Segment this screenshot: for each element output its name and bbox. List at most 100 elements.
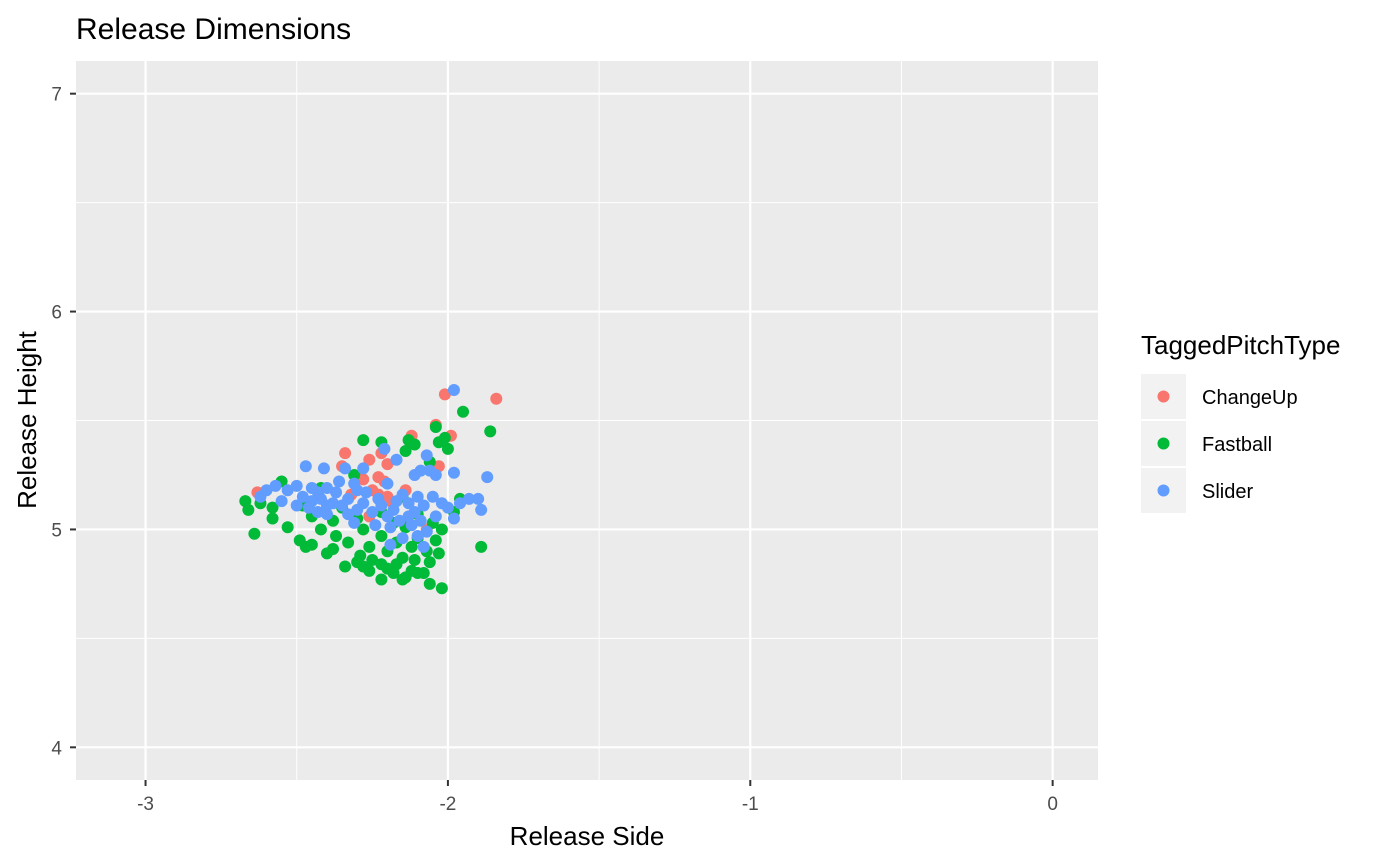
point-fastball — [375, 529, 388, 542]
data-points — [239, 383, 503, 595]
point-slider — [330, 486, 343, 499]
x-tick-label: -3 — [137, 794, 154, 815]
point-slider — [390, 453, 403, 466]
x-axis: -3 -2 -1 0 — [137, 780, 1058, 815]
point-slider — [339, 462, 352, 475]
point-slider — [254, 490, 267, 503]
point-fastball — [242, 503, 255, 516]
point-slider — [447, 512, 460, 525]
point-slider — [296, 490, 309, 503]
point-fastball — [432, 547, 445, 560]
legend-label-slider: Slider — [1202, 481, 1253, 503]
point-fastball — [266, 501, 279, 514]
point-fastball — [281, 521, 294, 534]
point-fastball — [363, 540, 376, 553]
legend-title: TaggedPitchType — [1141, 330, 1340, 360]
point-fastball — [366, 553, 379, 566]
y-axis-title: Release Height — [12, 330, 42, 509]
y-tick-label: 7 — [51, 85, 62, 106]
y-axis: 4 5 6 7 — [51, 85, 76, 759]
point-slider — [357, 462, 370, 475]
point-slider — [396, 532, 409, 545]
legend-label-fastball: Fastball — [1202, 434, 1272, 456]
point-fastball — [357, 523, 370, 536]
major-gridlines — [76, 61, 1098, 780]
point-slider — [360, 486, 373, 499]
point-changeup — [357, 473, 370, 486]
point-fastball — [396, 573, 409, 586]
point-fastball — [441, 442, 454, 455]
x-tick-label: 0 — [1047, 794, 1058, 815]
legend-key-slider — [1157, 484, 1170, 497]
y-tick-label: 6 — [51, 303, 62, 324]
point-fastball — [423, 556, 436, 569]
point-slider — [417, 540, 430, 553]
point-slider — [290, 479, 303, 492]
legend: TaggedPitchType ChangeUp Fastball Slider — [1141, 330, 1340, 513]
point-fastball — [357, 434, 370, 447]
series-slider — [254, 383, 494, 553]
x-tick-label: -1 — [742, 794, 759, 815]
point-slider — [290, 499, 303, 512]
point-changeup — [438, 388, 451, 401]
point-slider — [275, 495, 288, 508]
point-slider — [381, 510, 394, 523]
point-fastball — [314, 523, 327, 536]
point-slider — [420, 449, 433, 462]
point-slider — [320, 508, 333, 521]
point-slider — [299, 460, 312, 473]
point-fastball — [399, 445, 412, 458]
point-fastball — [435, 582, 448, 595]
point-fastball — [348, 468, 361, 481]
point-slider — [317, 462, 330, 475]
series-fastball — [239, 405, 497, 595]
point-slider — [384, 538, 397, 551]
point-fastball — [266, 512, 279, 525]
point-fastball — [423, 577, 436, 590]
point-slider — [378, 442, 391, 455]
point-changeup — [490, 392, 503, 405]
point-slider — [393, 514, 406, 527]
point-fastball — [408, 438, 421, 451]
point-fastball — [299, 540, 312, 553]
point-slider — [472, 492, 485, 505]
y-tick-label: 5 — [51, 520, 62, 541]
y-tick-label: 4 — [51, 738, 62, 759]
chart-title: Release Dimensions — [76, 13, 351, 46]
point-slider — [381, 477, 394, 490]
point-fastball — [457, 405, 470, 418]
point-slider — [463, 492, 476, 505]
point-slider — [441, 501, 454, 514]
point-fastball — [429, 534, 442, 547]
point-slider — [342, 508, 355, 521]
x-axis-title: Release Side — [510, 821, 665, 851]
point-slider — [405, 519, 418, 532]
point-fastball — [429, 421, 442, 434]
point-fastball — [405, 540, 418, 553]
point-fastball — [320, 547, 333, 560]
point-slider — [429, 510, 442, 523]
point-fastball — [342, 536, 355, 549]
point-slider — [375, 499, 388, 512]
point-slider — [429, 468, 442, 481]
point-slider — [411, 529, 424, 542]
point-slider — [333, 475, 346, 488]
point-changeup — [339, 447, 352, 460]
point-slider — [481, 471, 494, 484]
point-changeup — [381, 458, 394, 471]
point-slider — [302, 501, 315, 514]
point-slider — [426, 490, 439, 503]
point-slider — [281, 484, 294, 497]
point-slider — [402, 497, 415, 510]
point-slider — [369, 519, 382, 532]
point-slider — [414, 514, 427, 527]
point-slider — [348, 516, 361, 529]
point-fastball — [435, 523, 448, 536]
point-slider — [417, 499, 430, 512]
point-fastball — [408, 553, 421, 566]
point-fastball — [330, 529, 343, 542]
point-slider — [384, 521, 397, 534]
point-slider — [447, 466, 460, 479]
point-fastball — [375, 573, 388, 586]
